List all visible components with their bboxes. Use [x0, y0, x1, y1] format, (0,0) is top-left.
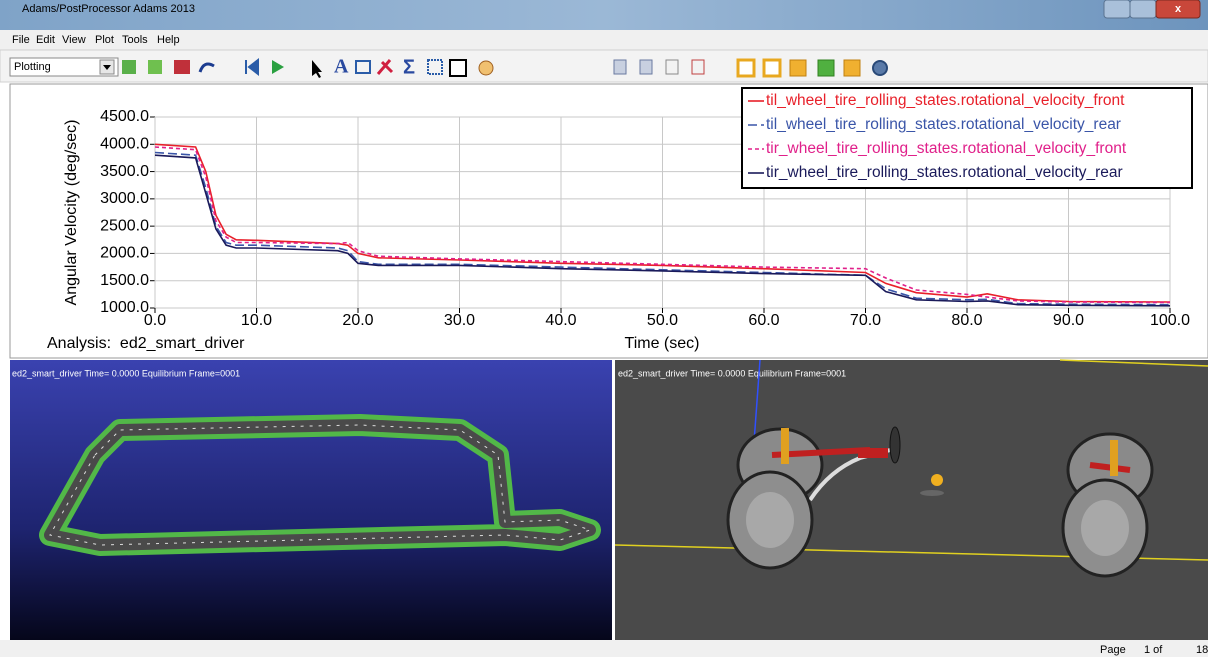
tool-icon[interactable] — [174, 60, 190, 74]
legend-label: tir_wheel_tire_rolling_states.rotational… — [766, 164, 1123, 181]
wheel-hub — [1081, 500, 1129, 556]
x-tick-label: 20.0 — [342, 312, 373, 329]
y-tick-label: 1500.0 — [100, 272, 149, 289]
tool-icon[interactable]: Σ — [403, 56, 415, 78]
legend-label: til_wheel_tire_rolling_states.rotational… — [766, 92, 1125, 109]
x-tick-label: 0.0 — [144, 312, 166, 329]
tool-icon[interactable] — [764, 60, 780, 76]
app-window: Adams/PostProcessor Adams 2013 x File Edi… — [0, 0, 1208, 657]
menu-bar — [0, 30, 1208, 50]
viewport-label: ed2_smart_driver Time= 0.0000 Equilibriu… — [618, 368, 846, 378]
menu-item[interactable]: View — [62, 34, 86, 46]
x-tick-label: 70.0 — [850, 312, 881, 329]
tool-icon[interactable] — [790, 60, 806, 76]
y-tick-label: 4000.0 — [100, 136, 149, 153]
viewport-left — [10, 360, 612, 640]
menu-item[interactable]: File — [12, 34, 30, 46]
minimize-button[interactable] — [1104, 0, 1130, 18]
tool-icon[interactable] — [479, 61, 493, 75]
damper — [1110, 440, 1118, 476]
y-tick-label: 3000.0 — [100, 190, 149, 207]
cg-shadow — [920, 490, 944, 496]
status-total: 18 — [1196, 644, 1208, 656]
mode-text: Plotting — [14, 61, 51, 73]
y-axis-label: Angular Velocity (deg/sec) — [63, 120, 80, 306]
status-page: Page — [1100, 644, 1126, 656]
y-tick-label: 2000.0 — [100, 245, 149, 262]
x-tick-label: 100.0 — [1150, 312, 1190, 329]
tool-icon[interactable] — [450, 60, 466, 76]
maximize-button[interactable] — [1130, 0, 1156, 18]
x-tick-label: 60.0 — [748, 312, 779, 329]
menu-item[interactable]: Tools — [122, 34, 148, 46]
analysis-label: Analysis: ed2_smart_driver — [47, 335, 245, 352]
menu-item[interactable]: Plot — [95, 34, 114, 46]
tool-icon[interactable] — [692, 60, 704, 74]
tool-icon[interactable] — [844, 60, 860, 76]
status-of: 1 of — [1144, 644, 1163, 656]
legend-label: til_wheel_tire_rolling_states.rotational… — [766, 116, 1121, 133]
y-tick-label: 2500.0 — [100, 217, 149, 234]
tool-icon[interactable]: A — [334, 56, 349, 78]
x-tick-label: 40.0 — [545, 312, 576, 329]
tool-icon[interactable] — [640, 60, 652, 74]
x-axis-label: Time (sec) — [625, 335, 700, 352]
viewport-label: ed2_smart_driver Time= 0.0000 Equilibriu… — [12, 368, 240, 378]
tool-icon[interactable] — [122, 60, 136, 74]
window-title: Adams/PostProcessor Adams 2013 — [22, 3, 195, 15]
menu-item[interactable]: Edit — [36, 34, 55, 46]
x-tick-label: 90.0 — [1053, 312, 1084, 329]
tool-icon[interactable] — [614, 60, 626, 74]
cg-marker — [931, 474, 943, 486]
tool-icon[interactable] — [738, 60, 754, 76]
wheel-hub — [746, 492, 794, 548]
tool-icon[interactable] — [873, 61, 887, 75]
steering-wheel — [890, 427, 900, 463]
x-tick-label: 50.0 — [647, 312, 678, 329]
x-tick-label: 30.0 — [444, 312, 475, 329]
damper — [781, 428, 789, 464]
y-tick-label: 4500.0 — [100, 108, 149, 125]
menu-item[interactable]: Help — [157, 34, 180, 46]
legend-label: tir_wheel_tire_rolling_states.rotational… — [766, 140, 1127, 157]
tool-icon[interactable] — [818, 60, 834, 76]
tool-icon[interactable] — [148, 60, 162, 74]
close-icon: x — [1175, 3, 1182, 15]
status-bar — [0, 640, 1208, 657]
y-tick-label: 3500.0 — [100, 163, 149, 180]
x-tick-label: 80.0 — [951, 312, 982, 329]
x-tick-label: 10.0 — [241, 312, 272, 329]
y-tick-label: 1000.0 — [100, 299, 149, 316]
steering-rack — [858, 448, 888, 458]
tool-icon[interactable] — [666, 60, 678, 74]
